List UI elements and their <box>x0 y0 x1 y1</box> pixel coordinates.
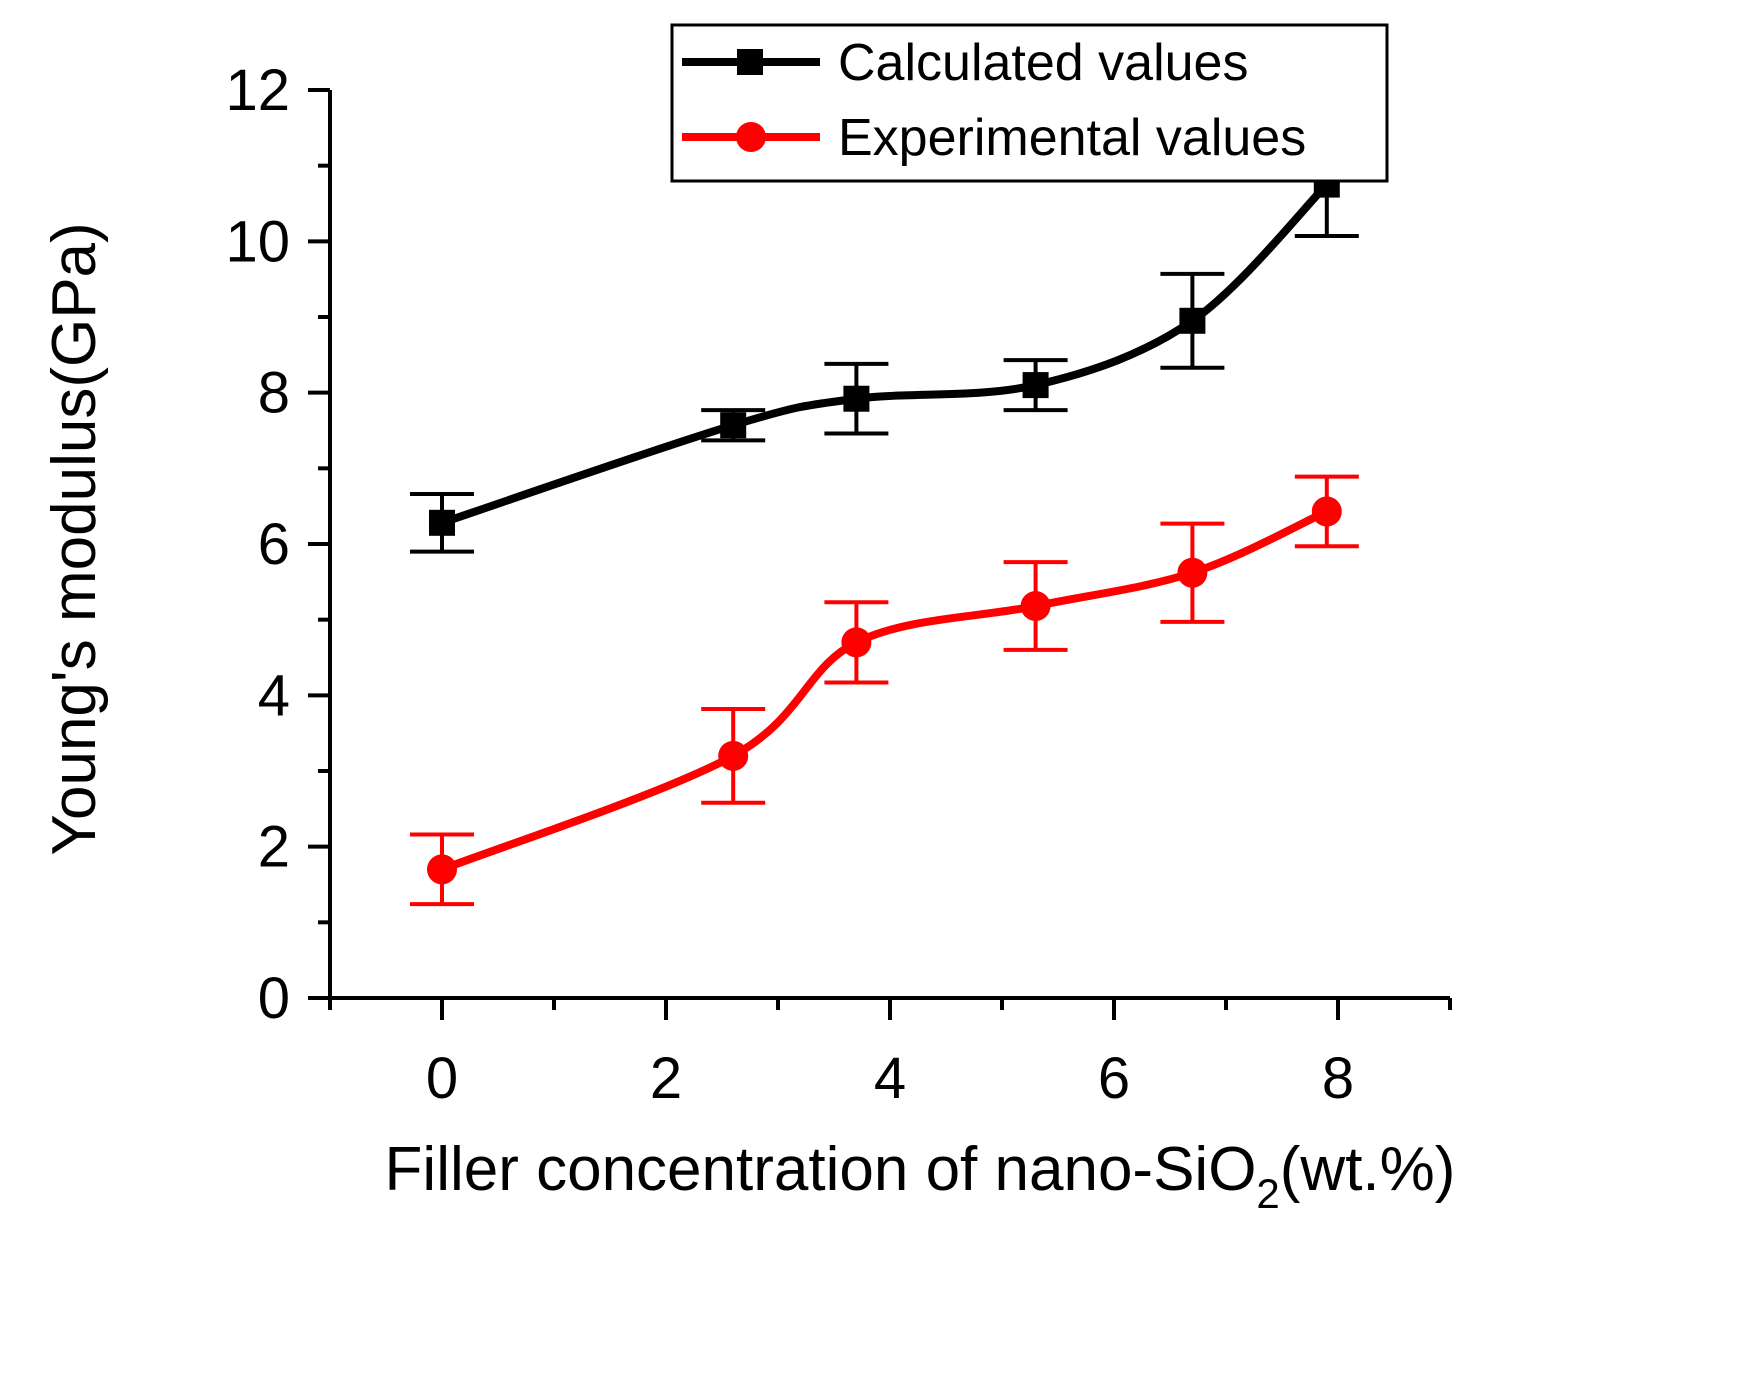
y-tick-label-0: 0 <box>258 966 290 1031</box>
data-point-experimental <box>1177 557 1208 588</box>
data-point-experimental <box>718 740 749 771</box>
x-tick-label-2: 2 <box>650 1046 682 1111</box>
data-point-experimental <box>1311 496 1342 527</box>
y-tick-label-6: 6 <box>258 512 290 577</box>
x-tick-label-8: 8 <box>1322 1046 1354 1111</box>
legend-box <box>670 23 1389 183</box>
legend-entry-experimental: Experimental values <box>682 109 1306 167</box>
x-axis-title: Filler concentration of nano-SiO2(wt.%) <box>385 1135 1456 1217</box>
axes <box>328 90 1450 1000</box>
data-point-experimental <box>841 627 872 658</box>
legend-circle-marker <box>736 122 766 152</box>
y-tick-label-2: 2 <box>258 815 290 880</box>
x-axis-title-main: Filler concentration of nano-SiO <box>385 1135 1257 1204</box>
data-point-calculated <box>1179 307 1206 334</box>
legend-entry-calculated: Calculated values <box>682 34 1248 92</box>
ticks: 0 2 4 6 8 10 12 0 2 4 6 8 <box>225 58 1452 1111</box>
y-tick-label-8: 8 <box>258 361 290 426</box>
data-point-experimental <box>1020 591 1051 622</box>
legend-label-experimental: Experimental values <box>838 109 1306 167</box>
series-calculated <box>410 131 1359 554</box>
y-axis-title: Young's modulus(GPa) <box>40 222 109 855</box>
legend-square-marker <box>737 49 763 75</box>
y-tick-label-10: 10 <box>225 209 290 274</box>
data-point-calculated <box>843 385 870 412</box>
data-point-experimental <box>427 854 457 885</box>
x-tick-label-6: 6 <box>1098 1046 1130 1111</box>
x-axis-title-subscript: 2 <box>1256 1170 1279 1217</box>
data-point-calculated <box>720 412 747 439</box>
x-tick-label-0: 0 <box>426 1046 458 1111</box>
y-tick-label-12: 12 <box>225 58 290 123</box>
legend: Calculated values Experimental values <box>670 23 1389 183</box>
series-line-calculated <box>438 180 1331 527</box>
data-point-calculated <box>429 509 455 536</box>
legend-label-calculated: Calculated values <box>838 34 1248 92</box>
data-point-calculated <box>1022 372 1049 399</box>
series-experimental <box>410 474 1359 907</box>
x-tick-label-4: 4 <box>874 1046 906 1111</box>
x-axis-title-suffix: (wt.%) <box>1280 1135 1456 1204</box>
series-layer <box>410 131 1359 907</box>
y-tick-label-4: 4 <box>258 663 290 728</box>
